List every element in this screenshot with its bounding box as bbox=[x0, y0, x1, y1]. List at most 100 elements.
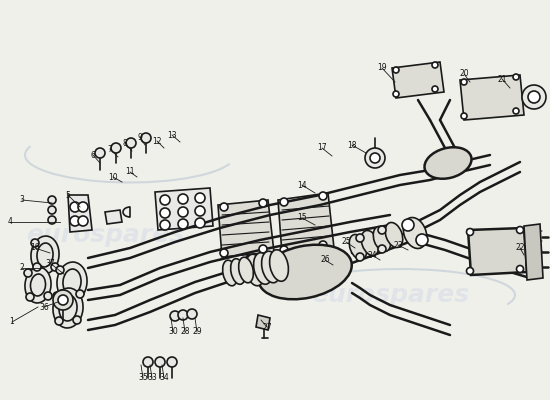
Text: 34: 34 bbox=[159, 374, 169, 382]
Circle shape bbox=[466, 268, 474, 274]
Circle shape bbox=[178, 310, 188, 320]
Polygon shape bbox=[524, 224, 543, 280]
Circle shape bbox=[280, 246, 288, 254]
Circle shape bbox=[319, 192, 327, 200]
Text: 20: 20 bbox=[459, 70, 469, 78]
Polygon shape bbox=[392, 62, 444, 98]
Ellipse shape bbox=[373, 226, 390, 252]
Circle shape bbox=[356, 234, 364, 242]
Text: 13: 13 bbox=[167, 130, 177, 140]
Ellipse shape bbox=[385, 222, 403, 248]
Circle shape bbox=[513, 74, 519, 80]
Text: 30: 30 bbox=[168, 328, 178, 336]
Circle shape bbox=[160, 195, 170, 205]
Circle shape bbox=[78, 202, 88, 212]
Circle shape bbox=[402, 219, 414, 231]
Circle shape bbox=[378, 245, 386, 253]
Circle shape bbox=[48, 196, 56, 204]
Polygon shape bbox=[278, 193, 334, 254]
Circle shape bbox=[24, 269, 32, 277]
Circle shape bbox=[259, 199, 267, 207]
Text: 36: 36 bbox=[39, 302, 49, 312]
Ellipse shape bbox=[258, 245, 352, 299]
Text: 19: 19 bbox=[377, 64, 387, 72]
Circle shape bbox=[416, 234, 428, 246]
Circle shape bbox=[522, 85, 546, 109]
Ellipse shape bbox=[270, 250, 288, 281]
Circle shape bbox=[58, 295, 68, 305]
Text: 27: 27 bbox=[262, 322, 272, 332]
Circle shape bbox=[461, 113, 467, 119]
Circle shape bbox=[70, 216, 80, 226]
Text: 22: 22 bbox=[515, 244, 525, 252]
Circle shape bbox=[160, 208, 170, 218]
Polygon shape bbox=[68, 195, 92, 232]
Text: 5: 5 bbox=[65, 190, 70, 200]
Text: 14: 14 bbox=[297, 180, 307, 190]
Circle shape bbox=[432, 62, 438, 68]
Circle shape bbox=[220, 203, 228, 211]
Text: 12: 12 bbox=[152, 136, 162, 146]
Text: 8: 8 bbox=[123, 138, 128, 148]
Circle shape bbox=[195, 218, 205, 228]
Circle shape bbox=[516, 266, 524, 272]
Circle shape bbox=[44, 292, 52, 300]
Text: 6: 6 bbox=[91, 150, 96, 160]
Ellipse shape bbox=[59, 295, 77, 321]
Circle shape bbox=[167, 357, 177, 367]
Circle shape bbox=[53, 292, 61, 300]
Circle shape bbox=[220, 249, 228, 257]
Text: 23: 23 bbox=[393, 240, 403, 250]
Polygon shape bbox=[218, 200, 274, 257]
Text: 21: 21 bbox=[497, 74, 507, 84]
Circle shape bbox=[319, 241, 327, 249]
Circle shape bbox=[528, 91, 540, 103]
Text: eurospares: eurospares bbox=[311, 283, 469, 307]
Polygon shape bbox=[105, 210, 122, 224]
Text: 4: 4 bbox=[8, 218, 13, 226]
Ellipse shape bbox=[254, 253, 272, 284]
Circle shape bbox=[70, 202, 80, 212]
Text: 2: 2 bbox=[20, 264, 24, 272]
Circle shape bbox=[55, 317, 63, 325]
Text: 9: 9 bbox=[138, 132, 142, 142]
Text: 28: 28 bbox=[180, 328, 190, 336]
Circle shape bbox=[259, 245, 267, 253]
Circle shape bbox=[31, 239, 39, 247]
Circle shape bbox=[170, 311, 180, 321]
Circle shape bbox=[393, 67, 399, 73]
Text: 29: 29 bbox=[192, 328, 202, 336]
Circle shape bbox=[141, 133, 151, 143]
Text: 3: 3 bbox=[20, 196, 24, 204]
Circle shape bbox=[48, 206, 56, 214]
Circle shape bbox=[178, 207, 188, 217]
Text: 17: 17 bbox=[317, 144, 327, 152]
Ellipse shape bbox=[223, 260, 238, 286]
Circle shape bbox=[466, 228, 474, 236]
Text: 7: 7 bbox=[108, 144, 112, 154]
Circle shape bbox=[95, 148, 105, 158]
Ellipse shape bbox=[63, 269, 81, 295]
Text: 15: 15 bbox=[297, 214, 307, 222]
Circle shape bbox=[187, 309, 197, 319]
Text: 25: 25 bbox=[341, 238, 351, 246]
Circle shape bbox=[56, 266, 64, 274]
Ellipse shape bbox=[262, 251, 280, 283]
Ellipse shape bbox=[425, 147, 471, 179]
Circle shape bbox=[126, 138, 136, 148]
Polygon shape bbox=[468, 228, 527, 275]
Polygon shape bbox=[460, 75, 524, 120]
Ellipse shape bbox=[37, 243, 53, 267]
Circle shape bbox=[516, 226, 524, 234]
Text: eurospares: eurospares bbox=[26, 223, 184, 247]
Ellipse shape bbox=[30, 274, 46, 296]
Circle shape bbox=[378, 226, 386, 234]
Circle shape bbox=[393, 91, 399, 97]
Text: 18: 18 bbox=[347, 140, 357, 150]
Circle shape bbox=[370, 153, 380, 163]
Ellipse shape bbox=[349, 234, 367, 260]
Ellipse shape bbox=[246, 254, 265, 286]
Circle shape bbox=[26, 293, 34, 301]
Circle shape bbox=[432, 86, 438, 92]
Text: 37: 37 bbox=[45, 258, 55, 268]
